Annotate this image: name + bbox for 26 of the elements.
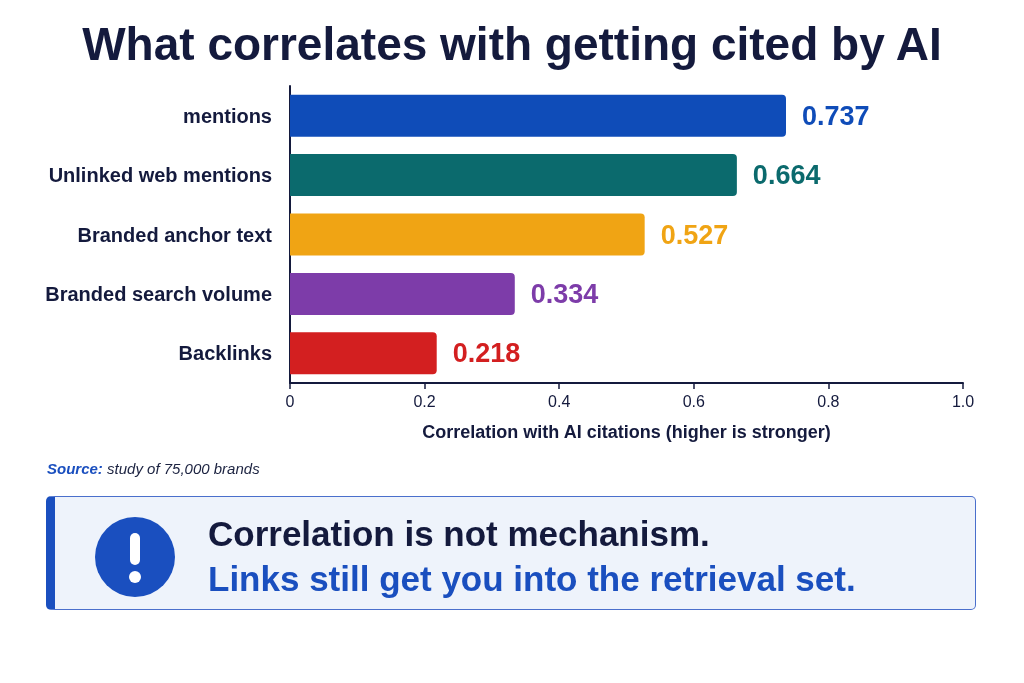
x-tick-label: 1.0: [951, 392, 975, 410]
x-axis-title: Correlation with AI citations (higher is stronger): [422, 422, 831, 442]
bar: [290, 94, 786, 137]
y-tick-label: mentions: [183, 104, 272, 127]
data-label: 0.334: [530, 278, 599, 309]
x-tick-label: 0.4: [548, 392, 571, 410]
data-label: 0.664: [752, 160, 821, 191]
chart-title: What correlates with getting cited by AI: [82, 18, 942, 70]
data-label: 0.737: [802, 100, 870, 131]
y-tick-label: Backlinks: [178, 342, 272, 365]
text: Links still get you into the retrieval set.: [208, 559, 856, 599]
bar: [290, 332, 437, 375]
x-tick-label: 0.8: [817, 392, 840, 410]
bar: [290, 272, 515, 315]
data-label: 0.527: [660, 219, 729, 250]
bar: [290, 213, 645, 256]
source-note: Source: study of 75,000 brands: [47, 460, 260, 477]
text: Correlation is not mechanism.: [208, 514, 710, 554]
y-tick-label: Branded search volume: [45, 282, 272, 305]
y-tick-label: Unlinked web mentions: [48, 164, 272, 187]
data-label: 0.218: [452, 338, 521, 369]
x-tick-label: 0: [285, 392, 295, 410]
x-tick-label: 0.6: [682, 392, 706, 410]
y-tick-label: Branded anchor text: [77, 223, 273, 246]
x-tick-label: 0.2: [413, 392, 436, 410]
bar: [290, 154, 737, 197]
